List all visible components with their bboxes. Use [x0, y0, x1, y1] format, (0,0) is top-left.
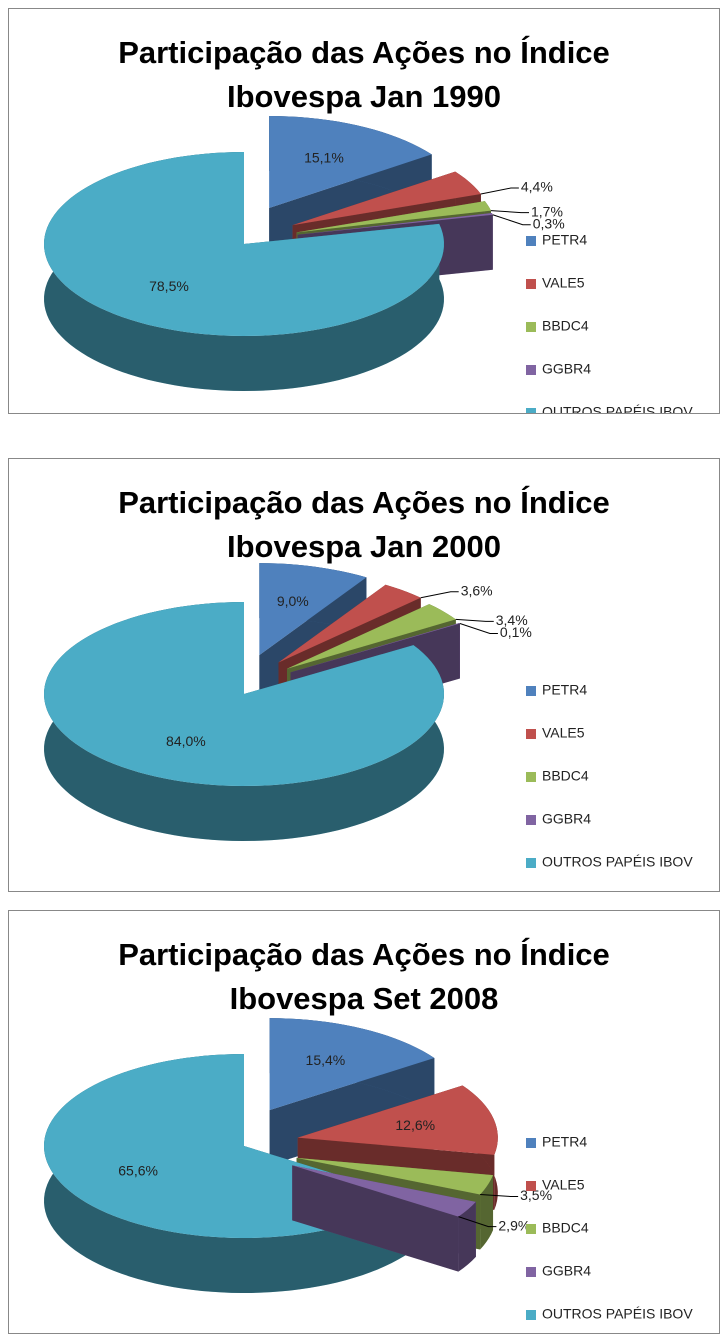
leader-line	[420, 591, 459, 599]
slice-side-shade	[292, 1165, 459, 1272]
data-label: 9,0%	[277, 593, 309, 609]
legend-label: PETR4	[542, 232, 587, 248]
legend-label: GGBR4	[542, 361, 591, 377]
legend-label: VALE5	[542, 1177, 585, 1193]
data-label: 3,6%	[461, 582, 493, 598]
slice-top	[44, 152, 444, 336]
legend-swatch	[526, 408, 536, 413]
legend-swatch	[526, 1310, 536, 1320]
legend-swatch	[526, 772, 536, 782]
legend-swatch	[526, 1267, 536, 1277]
chart-panel: Participação das Ações no Índice Ibovesp…	[8, 458, 720, 892]
pie-slice	[292, 1165, 476, 1272]
legend-label: VALE5	[542, 725, 585, 741]
slice-top	[296, 1157, 494, 1195]
slice-top	[278, 584, 421, 663]
leader-line	[490, 210, 529, 214]
slice-side	[458, 1201, 476, 1272]
data-label: 65,6%	[118, 1163, 158, 1179]
legend-swatch	[526, 815, 536, 825]
chart-panel: Participação das Ações no Índice Ibovesp…	[8, 910, 720, 1334]
data-label: 2,9%	[498, 1217, 530, 1233]
data-label: 3,5%	[520, 1187, 552, 1203]
legend-label: BBDC4	[542, 318, 589, 334]
slice-side	[292, 1165, 459, 1272]
slice-side-shade	[491, 213, 493, 270]
slice-top	[287, 604, 456, 669]
slice-side	[480, 1175, 494, 1250]
pie-slice	[44, 152, 444, 391]
leader-line	[480, 1193, 519, 1197]
slice-top	[44, 602, 444, 786]
pie-slice	[44, 602, 444, 841]
data-label: 1,7%	[531, 203, 563, 219]
legend-swatch	[526, 1224, 536, 1234]
legend-swatch	[526, 322, 536, 332]
slice-side	[491, 213, 493, 270]
chart-title: Participação das Ações no Índice Ibovesp…	[118, 937, 610, 1016]
legend-label: PETR4	[542, 682, 587, 698]
legend-swatch	[526, 686, 536, 696]
chart: 9,0% 3,6%3,4%0,1% 84,0% PETR4 VALE5 BBDC4 GGBR…	[44, 563, 693, 870]
data-label: 78,5%	[149, 278, 189, 294]
leader-line	[492, 214, 531, 226]
data-label: 0,3%	[533, 215, 565, 231]
data-label: 15,4%	[306, 1052, 346, 1068]
slice-top	[297, 1085, 498, 1155]
legend-label: BBDC4	[542, 768, 589, 784]
leader-line	[455, 618, 494, 622]
chart-title: Participação das Ações no Índice Ibovesp…	[118, 485, 610, 564]
data-label: 3,4%	[496, 612, 528, 628]
legend-swatch	[526, 236, 536, 246]
data-label: 4,4%	[521, 179, 553, 195]
legend-swatch	[526, 729, 536, 739]
legend-label: OUTROS PAPÉIS IBOV	[542, 404, 693, 413]
legend-label: BBDC4	[542, 1220, 589, 1236]
slice-side-shade	[459, 623, 460, 679]
legend-swatch	[526, 365, 536, 375]
data-label: 15,1%	[304, 150, 344, 166]
slice-top	[269, 1018, 435, 1111]
data-label: 84,0%	[166, 733, 206, 749]
slice-top	[292, 1165, 476, 1217]
slice-side-shade	[458, 1201, 476, 1272]
legend-swatch	[526, 1181, 536, 1191]
data-label: 12,6%	[395, 1117, 435, 1133]
legend-swatch	[526, 858, 536, 868]
chart: 15,4% 12,6% 3,5% 2,9% 65,6% PETR4 VALE5 BBDC4 GG…	[44, 1018, 693, 1322]
leader-line	[480, 187, 519, 195]
legend-swatch	[526, 1138, 536, 1148]
slice-side-shade	[480, 1175, 494, 1250]
slice-top	[296, 201, 491, 233]
slice-top	[269, 115, 432, 208]
slice-top	[297, 213, 493, 235]
leader-line	[458, 1216, 497, 1228]
legend-label: GGBR4	[542, 1263, 591, 1279]
chart-panel: Participação das Ações no Índice Ibovesp…	[8, 8, 720, 414]
slice-top	[290, 623, 460, 673]
legend-swatch	[526, 279, 536, 289]
leader-line	[459, 623, 498, 634]
legend-label: OUTROS PAPÉIS IBOV	[542, 854, 693, 870]
legend-label: VALE5	[542, 275, 585, 291]
slice-top	[259, 563, 367, 656]
legend-label: OUTROS PAPÉIS IBOV	[542, 1306, 693, 1322]
slice-side	[459, 623, 460, 679]
data-label: 0,1%	[500, 624, 532, 640]
chart-title: Participação das Ações no Índice Ibovesp…	[118, 35, 610, 114]
chart: 15,1% 4,4% 1,7%0,3% 78,5% PETR4 VALE5 BBDC4 GGB…	[44, 115, 693, 413]
slice-top	[292, 171, 481, 226]
legend-label: GGBR4	[542, 811, 591, 827]
legend-label: PETR4	[542, 1134, 587, 1150]
